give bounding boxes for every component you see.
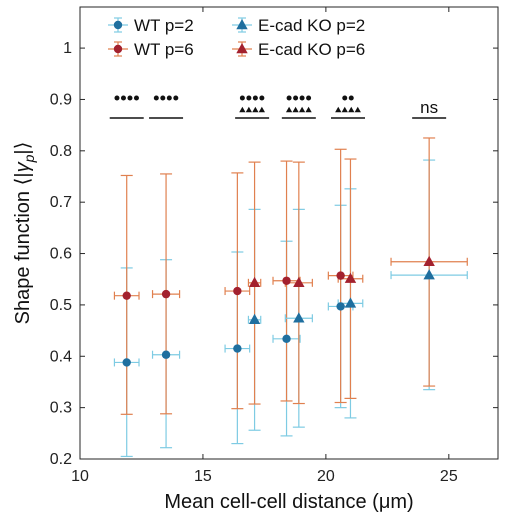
- significance-triangle: [298, 106, 306, 113]
- significance-triangle: [348, 106, 355, 113]
- significance-triangle: [245, 106, 253, 113]
- legend-marker-triangle: [236, 19, 248, 30]
- data-point-circle: [122, 358, 131, 367]
- data-point-triangle: [423, 255, 435, 266]
- legend-entry-label: WT p=6: [134, 40, 194, 59]
- data-point-triangle: [293, 312, 305, 323]
- significance-triangle: [335, 106, 342, 113]
- significance-dot: [252, 95, 258, 101]
- significance-label: ns: [420, 98, 438, 117]
- y-axis: 0.2 0.3 0.4 0.5 0.6 0.7 0.8 0.9 1: [50, 40, 498, 468]
- significance-triangle: [354, 106, 361, 113]
- data-point-circle: [282, 276, 291, 285]
- significance-markers: ns: [109, 95, 447, 119]
- significance-triangle: [239, 106, 246, 113]
- data-point-circle: [233, 286, 242, 296]
- significance-triangle: [341, 106, 348, 113]
- significance-dot: [299, 95, 305, 101]
- significance-dot: [286, 95, 292, 101]
- significance-dot: [246, 95, 252, 101]
- x-axis-title: Mean cell-cell distance (μm): [164, 491, 413, 513]
- legend-entry-label: E-cad KO p=2: [258, 16, 365, 35]
- data-point-circle: [122, 291, 131, 300]
- plot-area-frame: [79, 6, 499, 460]
- data-point-circle: [336, 271, 345, 280]
- significance-dot: [306, 95, 312, 101]
- legend-marker-triangle: [236, 43, 248, 54]
- significance-dot: [114, 95, 120, 101]
- data-point-circle: [282, 334, 291, 344]
- data-point-circle: [161, 350, 171, 359]
- data-point-circle: [336, 302, 345, 311]
- significance-dot: [133, 95, 139, 101]
- data-point-triangle: [248, 313, 261, 325]
- significance-triangle: [292, 106, 299, 113]
- data-point-triangle: [293, 276, 305, 288]
- significance-dot: [293, 95, 299, 101]
- y-tick-label: 0.3: [50, 400, 72, 417]
- legend-entry-label: E-cad KO p=6: [258, 40, 365, 59]
- y-axis-title: Shape function ⟨|γp|⟩: [12, 142, 37, 325]
- significance-dot: [166, 95, 172, 101]
- data-point-circle: [161, 289, 171, 299]
- significance-dot: [160, 95, 166, 101]
- y-tick-label: 0.7: [50, 194, 72, 211]
- x-tick-label: 25: [440, 468, 458, 485]
- legend-marker-circle: [113, 44, 123, 54]
- data-point-circle: [233, 344, 242, 353]
- legend-entry-label: WT p=2: [134, 16, 194, 35]
- data-markers: [122, 255, 435, 367]
- x-axis: 10 15 20 25: [71, 7, 458, 485]
- y-tick-label: 0.4: [50, 348, 72, 365]
- data-point-triangle: [248, 276, 261, 288]
- x-tick-label: 20: [317, 468, 335, 485]
- data-point-triangle: [344, 272, 357, 283]
- significance-triangle: [285, 106, 293, 113]
- y-tick-label: 0.6: [50, 246, 72, 263]
- legend-marker-circle: [113, 20, 123, 30]
- y-tick-label: 0.5: [50, 297, 72, 314]
- significance-triangle: [258, 106, 266, 113]
- significance-triangle: [252, 106, 259, 113]
- data-point-triangle: [344, 297, 357, 308]
- significance-dot: [342, 95, 348, 101]
- significance-dot: [153, 95, 159, 101]
- x-tick-label: 15: [194, 468, 212, 485]
- significance-dot: [348, 95, 354, 101]
- y-tick-label: 0.8: [50, 143, 72, 160]
- significance-dot: [173, 95, 179, 101]
- y-tick-label: 0.2: [50, 451, 72, 468]
- significance-dot: [239, 95, 245, 101]
- y-tick-label: 0.9: [50, 91, 72, 108]
- significance-triangle: [305, 106, 312, 113]
- significance-dot: [259, 95, 265, 101]
- significance-dot: [127, 95, 133, 101]
- significance-dot: [120, 95, 126, 101]
- data-point-triangle: [423, 269, 435, 280]
- legend: WT p=2 WT p=6 E-cad KO p=2 E-cad KO p=6: [108, 16, 365, 59]
- x-tick-label: 10: [71, 468, 89, 485]
- y-tick-label: 1: [63, 40, 72, 57]
